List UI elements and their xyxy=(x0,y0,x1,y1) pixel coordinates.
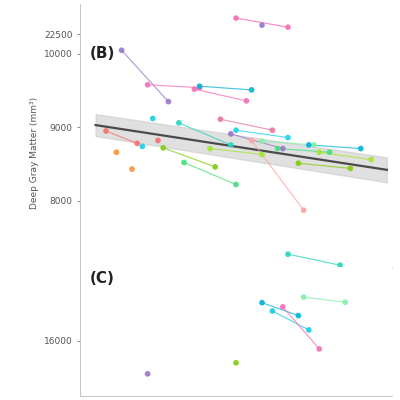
Point xyxy=(103,128,109,134)
Point xyxy=(134,140,140,147)
Point xyxy=(337,262,343,268)
Point xyxy=(285,24,291,30)
Point xyxy=(316,346,322,352)
Point xyxy=(243,98,250,104)
Point xyxy=(295,312,302,319)
Point xyxy=(280,145,286,152)
Point xyxy=(342,299,348,306)
Point xyxy=(118,47,125,54)
Point xyxy=(300,207,307,213)
Text: (B): (B) xyxy=(89,46,115,61)
Point xyxy=(181,159,187,166)
Point xyxy=(311,142,317,148)
Point xyxy=(274,145,281,152)
Point xyxy=(191,86,198,92)
Point xyxy=(248,87,255,93)
Point xyxy=(196,84,203,91)
Point xyxy=(233,15,239,21)
Point xyxy=(139,143,146,150)
Text: (C): (C) xyxy=(89,270,114,286)
Point xyxy=(285,134,291,141)
Point xyxy=(228,131,234,137)
Point xyxy=(144,82,151,88)
Point xyxy=(269,127,276,134)
Point xyxy=(285,251,291,257)
Point xyxy=(316,149,322,156)
Point xyxy=(259,138,265,144)
Point xyxy=(207,145,213,152)
Point xyxy=(228,142,234,148)
Point xyxy=(196,83,203,90)
Point xyxy=(144,371,151,377)
Point xyxy=(233,127,239,134)
Y-axis label: Deep Gray Matter (mm³): Deep Gray Matter (mm³) xyxy=(30,97,40,209)
Point xyxy=(300,294,307,300)
Point xyxy=(326,149,333,156)
Point xyxy=(129,166,135,172)
Point xyxy=(217,116,224,122)
Point xyxy=(306,327,312,333)
Point xyxy=(176,120,182,126)
Point xyxy=(113,149,120,156)
Point xyxy=(155,137,161,144)
Point xyxy=(295,160,302,166)
Point xyxy=(160,145,166,151)
Point xyxy=(248,137,255,144)
Point xyxy=(347,165,354,172)
Point xyxy=(269,308,276,314)
Point xyxy=(233,181,239,188)
Point xyxy=(358,145,364,152)
Point xyxy=(212,164,218,170)
Point xyxy=(280,304,286,310)
Point xyxy=(306,142,312,148)
Point xyxy=(233,360,239,366)
Point xyxy=(150,115,156,122)
Point xyxy=(368,156,374,163)
Point xyxy=(259,300,265,306)
Point xyxy=(165,98,172,105)
Point xyxy=(259,22,265,28)
Point xyxy=(259,151,265,158)
